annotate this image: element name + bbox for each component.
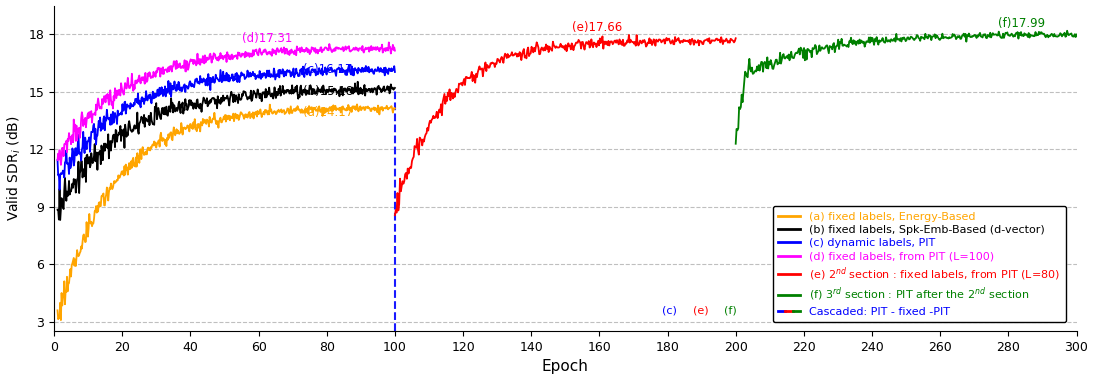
Text: (f): (f) xyxy=(724,305,736,315)
Text: (c): (c) xyxy=(663,305,677,315)
Text: (a)14.17: (a)14.17 xyxy=(303,106,353,119)
X-axis label: Epoch: Epoch xyxy=(542,359,589,374)
Text: (d)17.31: (d)17.31 xyxy=(242,32,292,45)
Text: (b)15.18: (b)15.18 xyxy=(303,86,353,98)
Text: (e): (e) xyxy=(694,305,709,315)
Text: (e)17.66: (e)17.66 xyxy=(572,21,622,34)
Text: (f)17.99: (f)17.99 xyxy=(998,17,1045,30)
Text: (c)16.17: (c)16.17 xyxy=(303,63,352,76)
Legend: (a) fixed labels, Energy-Based, (b) fixed labels, Spk-Emb-Based (d-vector), (c) : (a) fixed labels, Energy-Based, (b) fixe… xyxy=(772,206,1066,322)
Y-axis label: Valid SDR$_i$ (dB): Valid SDR$_i$ (dB) xyxy=(5,116,23,221)
